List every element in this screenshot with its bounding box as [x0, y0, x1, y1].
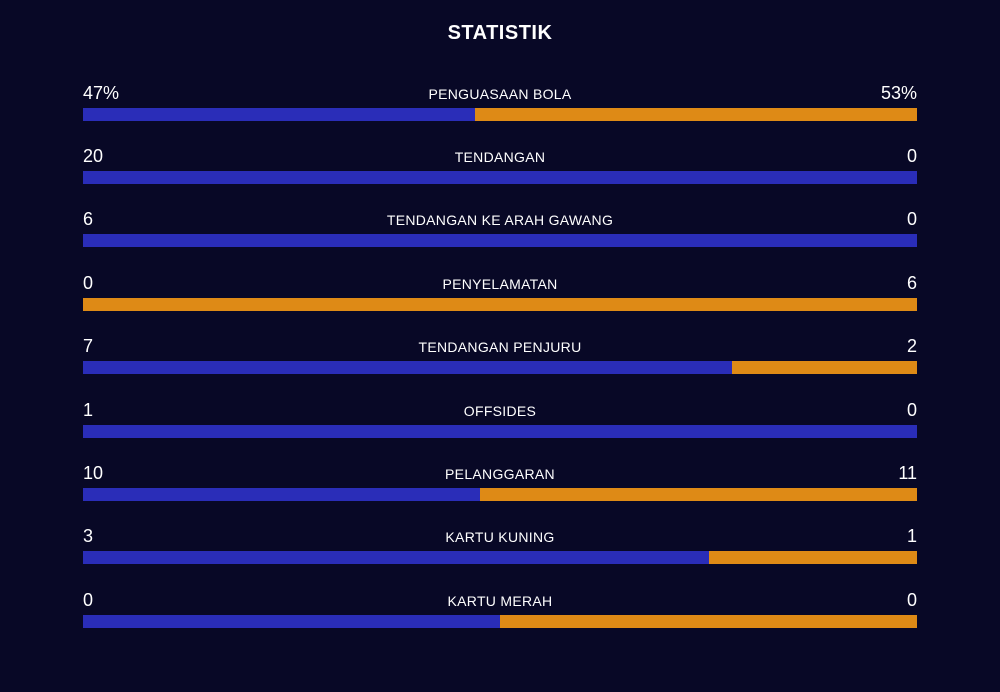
away-value: 6: [906, 273, 917, 293]
away-value: 0: [906, 400, 917, 420]
home-value: 0: [83, 273, 94, 293]
comparison-bar: [83, 488, 917, 501]
stat-label: PENGUASAAN BOLA: [428, 86, 572, 102]
home-value: 10: [83, 463, 104, 483]
away-bar-segment: [708, 551, 917, 564]
stat-label: OFFSIDES: [463, 403, 537, 419]
home-value: 3: [83, 526, 94, 546]
stat-row-shots-on-target: 6 TENDANGAN KE ARAH GAWANG 0: [83, 208, 917, 258]
away-bar-segment: [500, 615, 917, 628]
comparison-bar: [83, 615, 917, 628]
stat-row-red-cards: 0 KARTU MERAH 0: [83, 589, 917, 639]
stat-row-offsides: 1 OFFSIDES 0: [83, 399, 917, 449]
comparison-bar: [83, 298, 917, 311]
home-value: 7: [83, 336, 94, 356]
stat-row-fouls: 10 PELANGGARAN 11: [83, 462, 917, 512]
stat-row-possession: 47% PENGUASAAN BOLA 53%: [83, 82, 917, 132]
stat-label: KARTU MERAH: [447, 593, 553, 609]
comparison-bar: [83, 108, 917, 121]
stat-row-saves: 0 PENYELAMATAN 6: [83, 272, 917, 322]
away-value: 2: [906, 336, 917, 356]
home-bar-segment: [83, 234, 917, 247]
away-value: 11: [898, 463, 917, 483]
away-value: 1: [906, 526, 917, 546]
home-bar-segment: [83, 171, 917, 184]
home-value: 1: [83, 400, 94, 420]
home-bar-segment: [83, 425, 917, 438]
away-bar-segment: [731, 361, 917, 374]
stat-label: KARTU KUNING: [445, 529, 555, 545]
comparison-bar: [83, 551, 917, 564]
stat-label: TENDANGAN PENJURU: [418, 339, 582, 355]
home-bar-segment: [83, 361, 732, 374]
home-value: 6: [83, 209, 94, 229]
home-bar-segment: [83, 615, 500, 628]
away-value: 0: [906, 146, 917, 166]
stat-row-yellow-cards: 3 KARTU KUNING 1: [83, 525, 917, 575]
home-bar-segment: [83, 488, 480, 501]
stat-row-corners: 7 TENDANGAN PENJURU 2: [83, 335, 917, 385]
stat-label: TENDANGAN: [454, 149, 546, 165]
home-value: 20: [83, 146, 104, 166]
comparison-bar: [83, 425, 917, 438]
comparison-bar: [83, 361, 917, 374]
away-bar-segment: [479, 488, 917, 501]
home-value: 47%: [83, 83, 120, 103]
stat-row-shots: 20 TENDANGAN 0: [83, 145, 917, 195]
away-value: 0: [906, 590, 917, 610]
away-bar-segment: [474, 108, 917, 121]
stat-label: TENDANGAN KE ARAH GAWANG: [386, 212, 614, 228]
away-value: 53%: [880, 83, 917, 103]
comparison-bar: [83, 234, 917, 247]
comparison-bar: [83, 171, 917, 184]
away-value: 0: [906, 209, 917, 229]
home-bar-segment: [83, 551, 709, 564]
stat-label: PELANGGARAN: [445, 466, 555, 482]
panel-title: STATISTIK: [447, 22, 553, 44]
home-value: 0: [83, 590, 94, 610]
away-bar-segment: [83, 298, 917, 311]
home-bar-segment: [83, 108, 475, 121]
stat-label: PENYELAMATAN: [442, 276, 558, 292]
